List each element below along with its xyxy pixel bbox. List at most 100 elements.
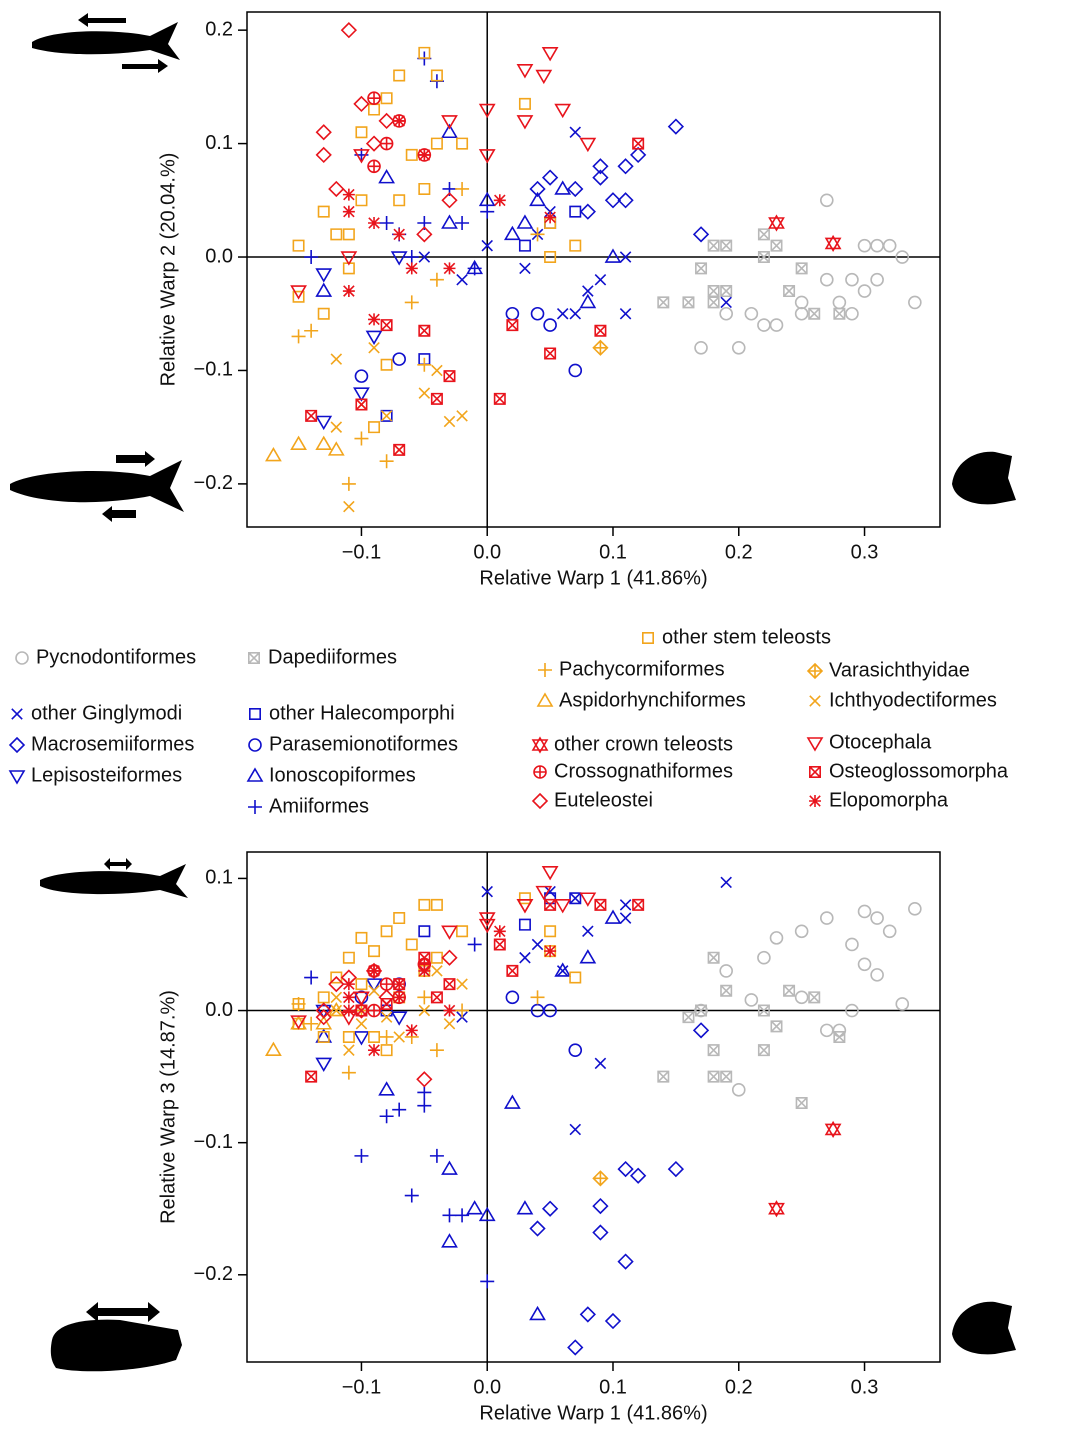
data-point <box>367 159 381 174</box>
data-point <box>417 990 432 1005</box>
data-point <box>567 1339 584 1356</box>
data-point <box>707 239 720 252</box>
data-point <box>379 1109 394 1124</box>
data-point <box>443 978 456 991</box>
data-point <box>707 296 720 309</box>
data-point <box>368 342 380 354</box>
data-point <box>416 226 433 243</box>
arrow <box>86 1302 160 1322</box>
data-point <box>390 251 408 266</box>
data-point <box>365 962 383 980</box>
legend-label: Euteleostei <box>554 789 653 811</box>
data-point <box>632 898 645 911</box>
data-point <box>355 931 368 944</box>
data-point <box>820 193 834 208</box>
plot: −0.1 0.0 0.1 0.2 0.3 −0.2 −0.1 0.0 0.1 0.2 Relativ… <box>157 11 941 589</box>
data-point <box>343 1044 355 1056</box>
data-point <box>845 1003 859 1018</box>
legend-marker <box>248 652 260 664</box>
data-point <box>519 951 531 964</box>
data-point <box>455 1003 470 1018</box>
data-point <box>516 64 534 79</box>
data-point <box>795 1097 808 1110</box>
data-point <box>617 1253 634 1270</box>
data-point <box>592 339 609 356</box>
data-point <box>505 306 520 321</box>
data-point <box>857 957 872 972</box>
data-point <box>315 282 333 297</box>
legend-marker <box>809 695 821 707</box>
data-point <box>467 261 482 276</box>
data-point <box>441 1233 458 1248</box>
data-point <box>443 415 456 428</box>
data-point <box>355 1004 368 1017</box>
data-point <box>694 340 708 355</box>
data-point <box>378 112 395 130</box>
data-point <box>443 1004 456 1017</box>
data-point <box>630 1167 647 1184</box>
data-point <box>535 69 553 85</box>
data-point <box>518 239 531 252</box>
data-point <box>569 205 582 218</box>
data-point <box>794 306 809 321</box>
data-point <box>456 925 469 938</box>
data-point <box>416 1071 433 1088</box>
data-point <box>393 194 406 207</box>
legend-marker <box>531 736 549 754</box>
data-point <box>541 1200 559 1217</box>
y-tick-label: −0.1 <box>194 359 233 381</box>
data-point <box>418 964 431 977</box>
data-point <box>367 91 381 106</box>
data-point <box>783 984 796 997</box>
data-point <box>342 978 355 991</box>
data-point <box>342 285 355 298</box>
data-point <box>418 324 431 337</box>
legend-label: Parasemionotiformes <box>269 733 458 755</box>
data-point <box>579 892 597 907</box>
data-point <box>418 251 431 263</box>
data-point <box>405 262 418 275</box>
data-point <box>328 975 345 993</box>
data-point <box>567 180 584 198</box>
data-point <box>292 239 305 252</box>
x-tick-label: 0.2 <box>725 1376 753 1398</box>
x-tick-label: 0.2 <box>725 541 753 563</box>
data-point <box>720 285 733 298</box>
data-point <box>692 1022 710 1039</box>
data-point <box>518 97 531 110</box>
data-point <box>630 146 647 164</box>
data-point <box>456 410 468 422</box>
data-point <box>481 239 493 252</box>
data-point <box>441 949 458 966</box>
data-point <box>354 369 369 383</box>
data-point <box>720 984 733 997</box>
data-point <box>418 964 431 977</box>
data-point <box>315 415 333 431</box>
data-point <box>506 319 519 332</box>
legend-label: Lepisosteiformes <box>31 764 182 786</box>
data-point <box>820 272 834 287</box>
data-point <box>380 92 393 105</box>
y-tick-label: 0.2 <box>205 18 233 40</box>
data-point <box>579 203 596 220</box>
data-point <box>594 324 607 337</box>
data-point <box>895 250 910 264</box>
data-point <box>330 228 343 241</box>
x-axis-label: Relative Warp 1 (41.86%) <box>479 567 707 589</box>
data-point <box>315 1004 333 1020</box>
data-point <box>404 1188 419 1203</box>
data-point <box>870 272 884 287</box>
y-tick-label: 0.1 <box>205 867 233 889</box>
data-point <box>594 1057 607 1070</box>
data-point <box>441 123 458 139</box>
legend-marker <box>809 766 821 778</box>
legend-marker <box>533 765 547 779</box>
data-point <box>757 251 770 264</box>
data-point <box>833 1030 846 1043</box>
data-point <box>554 962 572 977</box>
data-point <box>535 885 553 901</box>
arrow <box>78 13 126 27</box>
data-point <box>619 251 632 263</box>
data-point <box>368 945 381 958</box>
